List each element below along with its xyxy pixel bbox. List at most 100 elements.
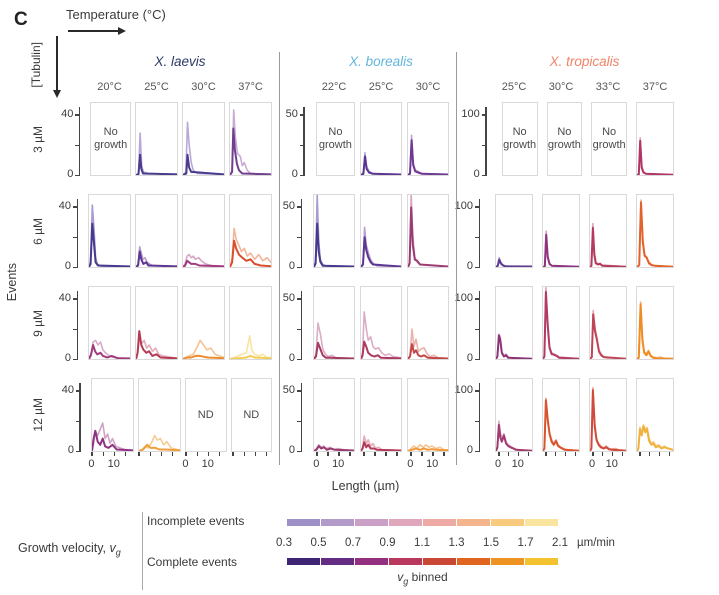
complete-events-curve [408,343,448,359]
species-group: X. tropicalis 25°C 30°C 33°C 37°C 100 0 No grow… [455,50,674,476]
y-tick [299,144,305,146]
y-tick [475,298,480,300]
histogram-svg [91,422,133,451]
row-label: 9 µM [30,286,46,360]
x-tick [621,452,624,456]
plot-row: 100 0 [455,194,674,272]
bin-label: 0.7 [345,537,361,549]
y-zero-label: 0 [64,352,71,364]
row-label-text: 9 µM [31,309,45,337]
x-tick [564,452,567,456]
plot-row: 100 0 [455,378,674,456]
histogram-svg [136,245,177,267]
x-tick [432,452,434,456]
histogram-cell: No growth [315,102,355,176]
incomplete-events-curve [183,253,224,267]
histogram-cell [495,378,533,452]
x-axis-row: 0 10 0 10 [313,452,449,476]
complete-events-curve [361,155,401,175]
y-tick [475,266,480,268]
x-tick-box [229,452,272,476]
colorbar-segment [457,519,490,526]
x-axis-row: 0 10 0 10 [495,452,674,476]
y-zero-label: 0 [288,260,295,272]
histogram-cell [589,378,627,452]
bin-label: 0.3 [276,537,292,549]
temperature-labels: 20°C 25°C 30°C 37°C [88,76,272,102]
y-tick [297,358,302,360]
complete-events-curve [136,153,177,175]
plot-row: 50 0 No growth [283,102,449,180]
x-tick [385,452,387,456]
no-data-note: ND [243,408,260,421]
no-data-note: No growth [592,126,626,151]
temperature-label: 30°C [191,81,216,93]
y-tick [297,420,302,422]
no-data-note: No growth [503,126,537,151]
y-tick [75,450,81,452]
y-max-label: 100 [454,384,473,396]
histogram-svg [496,333,532,359]
histogram-cell: No growth [546,102,583,176]
temperature-arrow-icon [68,27,126,34]
y-max-label: 40 [58,200,71,212]
y-axis: 100 0 [455,286,486,364]
x-tick [639,452,641,456]
histogram-cell [407,286,449,360]
y-tick [75,174,81,176]
histogram-cell [495,194,533,268]
y-tick [475,358,480,360]
incomplete-events-curve [590,387,626,451]
complete-colorbar [287,558,558,565]
y-tick [297,298,302,300]
histogram-svg [408,444,448,451]
incomplete-events-curve [361,226,401,267]
complete-events-curve [590,389,626,451]
y-max-label: 100 [454,292,473,304]
complete-events-curve [637,303,673,359]
x-tick [171,452,174,456]
y-axis-line [79,383,81,452]
species-name: X. tropicalis [549,54,620,69]
x-tick [243,452,246,456]
bin-label: 1.3 [448,537,465,549]
histogram-svg [408,195,448,267]
plot-row: 40 0 ND ND [60,378,273,456]
x-tick-label: 0 [182,458,189,470]
histogram-cell [542,378,580,452]
histogram-svg [543,397,579,451]
y-tick [475,450,480,452]
y-tick [299,174,305,176]
y-tick [481,144,487,146]
colorbar-segment [321,519,354,526]
species-group: X. laevis 20°C 25°C 30°C 37°C 40 0 No growth 40 0… [58,50,273,476]
colorbar-segment [355,558,388,565]
histogram-svg [138,434,180,451]
tubulin-arrow-icon [53,36,60,98]
histogram-cell [90,378,134,452]
species-name: X. borealis [349,54,413,69]
temperature-label: 30°C [415,81,441,93]
x-tick [232,452,234,456]
x-tick [611,452,614,456]
complete-events-curve [183,259,224,267]
histogram-cell [313,378,355,452]
histogram-svg [496,420,532,451]
histogram-svg [637,199,673,267]
incomplete-colorbar [287,519,558,526]
y-max-label: 40 [61,108,74,120]
bin-label: 1.7 [517,537,534,549]
histogram-svg [637,301,673,359]
y-max-label: 50 [282,384,295,396]
complete-events-curve [361,441,401,451]
temperature-label: 22°C [321,81,347,93]
histogram-svg [361,151,401,175]
histogram-svg [408,134,448,175]
y-axis-line [300,291,302,360]
y-max-label: 50 [285,108,298,120]
histogram-svg [136,330,177,359]
complete-events-curve [496,258,532,267]
legend-divider [142,512,143,590]
y-axis-line [485,107,487,176]
plot-row: 40 0 [58,194,272,272]
